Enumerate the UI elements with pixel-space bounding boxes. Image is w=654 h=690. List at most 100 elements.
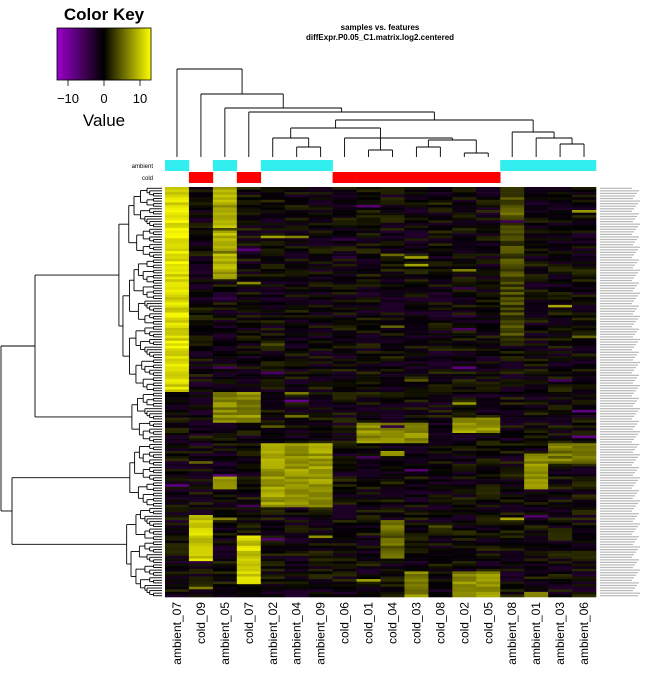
heatmap-cell — [524, 494, 549, 498]
heatmap-cell — [524, 466, 549, 470]
heatmap-cell — [165, 438, 190, 441]
heatmap-cell — [548, 289, 573, 293]
column-label: cold_02 — [457, 602, 471, 644]
heatmap-cell — [380, 220, 405, 224]
heatmap-cell — [380, 353, 405, 357]
heatmap-cell — [524, 230, 549, 234]
heatmap-cell — [260, 545, 286, 549]
heatmap-cell — [500, 535, 525, 539]
heatmap-cell — [452, 276, 477, 280]
heatmap-cell — [260, 471, 286, 475]
heatmap-cell — [476, 543, 501, 547]
heatmap-cell — [332, 466, 357, 470]
heatmap-cell — [572, 356, 597, 359]
annotation-cell-cold — [476, 172, 501, 183]
heatmap-cell — [284, 445, 309, 449]
heatmap-cell — [404, 474, 429, 477]
heatmap-cell — [476, 456, 501, 459]
heatmap-cell — [236, 276, 262, 280]
heatmap-cell — [308, 363, 333, 367]
heatmap-cell — [308, 351, 333, 354]
heatmap-cell — [260, 540, 286, 544]
heatmap-cell — [165, 271, 190, 275]
heatmap-cell — [548, 233, 573, 236]
heatmap-cells — [165, 187, 597, 598]
heatmap-cell — [236, 358, 262, 362]
heatmap-cell — [404, 348, 429, 352]
heatmap-cell — [548, 345, 573, 349]
heatmap-cell — [548, 453, 573, 457]
heatmap-cell — [332, 486, 357, 490]
heatmap-cell — [548, 399, 573, 403]
heatmap-cell — [356, 456, 381, 459]
heatmap-cell — [572, 538, 597, 541]
heatmap-cell — [404, 520, 429, 523]
heatmap-cell — [500, 402, 525, 406]
heatmap-cell — [188, 271, 214, 275]
heatmap-cell — [260, 489, 286, 493]
heatmap-cell — [572, 374, 597, 377]
heatmap-cell — [212, 187, 238, 190]
heatmap-cell — [236, 376, 262, 380]
heatmap-cell — [476, 474, 501, 477]
row-label — [600, 589, 633, 592]
heatmap-cell — [260, 386, 286, 390]
heatmap-cell — [452, 289, 477, 293]
heatmap-cell — [212, 215, 238, 219]
heatmap-cell — [332, 189, 357, 193]
heatmap-cell — [476, 589, 501, 593]
heatmap-cell — [380, 312, 405, 316]
heatmap-cell — [404, 576, 429, 580]
heatmap-cell — [500, 256, 525, 260]
heatmap-cell — [476, 210, 501, 213]
heatmap-cell — [356, 568, 381, 572]
heatmap-cell — [404, 384, 429, 388]
heatmap-cell — [500, 327, 525, 331]
heatmap-cell — [524, 445, 549, 449]
heatmap-cell — [165, 194, 190, 198]
heatmap-cell — [284, 525, 309, 529]
heatmap-cell — [332, 566, 357, 570]
heatmap-cell — [476, 568, 501, 572]
heatmap-cell — [476, 358, 501, 362]
heatmap-cell — [524, 581, 549, 585]
row-label — [600, 392, 634, 394]
heatmap-cell — [380, 345, 405, 349]
heatmap-cell — [428, 199, 453, 203]
heatmap-cell — [332, 307, 357, 311]
heatmap-cell — [476, 235, 501, 239]
chart-title: samples vs. features — [341, 23, 420, 32]
heatmap-cell — [524, 238, 549, 242]
heatmap-cell — [236, 525, 262, 529]
heatmap-cell — [572, 563, 597, 567]
heatmap-cell — [236, 392, 262, 395]
heatmap-cell — [284, 292, 309, 295]
heatmap-cell — [308, 304, 333, 308]
heatmap-cell — [308, 435, 333, 439]
heatmap-cell — [332, 320, 357, 324]
heatmap-cell — [404, 192, 429, 195]
heatmap-cell — [284, 404, 309, 408]
heatmap-cell — [284, 522, 309, 526]
heatmap-cell — [332, 568, 357, 572]
heatmap-cell — [236, 420, 262, 424]
heatmap-cell — [260, 256, 286, 260]
row-label — [600, 466, 639, 469]
heatmap-cell — [236, 333, 262, 336]
heatmap-cell — [236, 235, 262, 239]
row-label — [600, 374, 639, 376]
heatmap-cell — [500, 556, 525, 559]
heatmap-cell — [500, 320, 525, 324]
heatmap-cell — [332, 509, 357, 513]
heatmap-cell — [212, 486, 238, 490]
heatmap-cell — [356, 458, 381, 462]
heatmap-cell — [284, 443, 309, 447]
heatmap-cell — [260, 392, 286, 395]
heatmap-cell — [476, 499, 501, 503]
heatmap-cell — [356, 563, 381, 567]
heatmap-cell — [188, 591, 214, 595]
heatmap-cell — [524, 351, 549, 354]
heatmap-cell — [212, 427, 238, 431]
heatmap-cell — [500, 212, 525, 216]
heatmap-cell — [476, 325, 501, 329]
